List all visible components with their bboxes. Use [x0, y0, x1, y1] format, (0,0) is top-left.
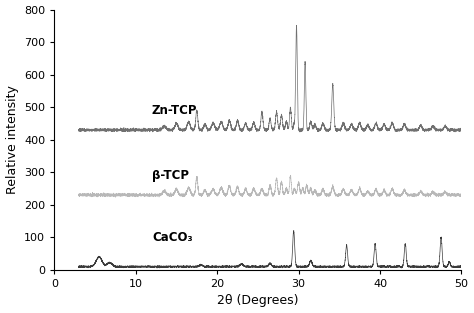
- Text: Zn-TCP: Zn-TCP: [152, 104, 198, 117]
- Text: β-TCP: β-TCP: [152, 169, 189, 182]
- Text: CaCO₃: CaCO₃: [152, 231, 192, 244]
- X-axis label: 2θ (Degrees): 2θ (Degrees): [217, 295, 299, 307]
- Y-axis label: Relative intensity: Relative intensity: [6, 85, 18, 194]
